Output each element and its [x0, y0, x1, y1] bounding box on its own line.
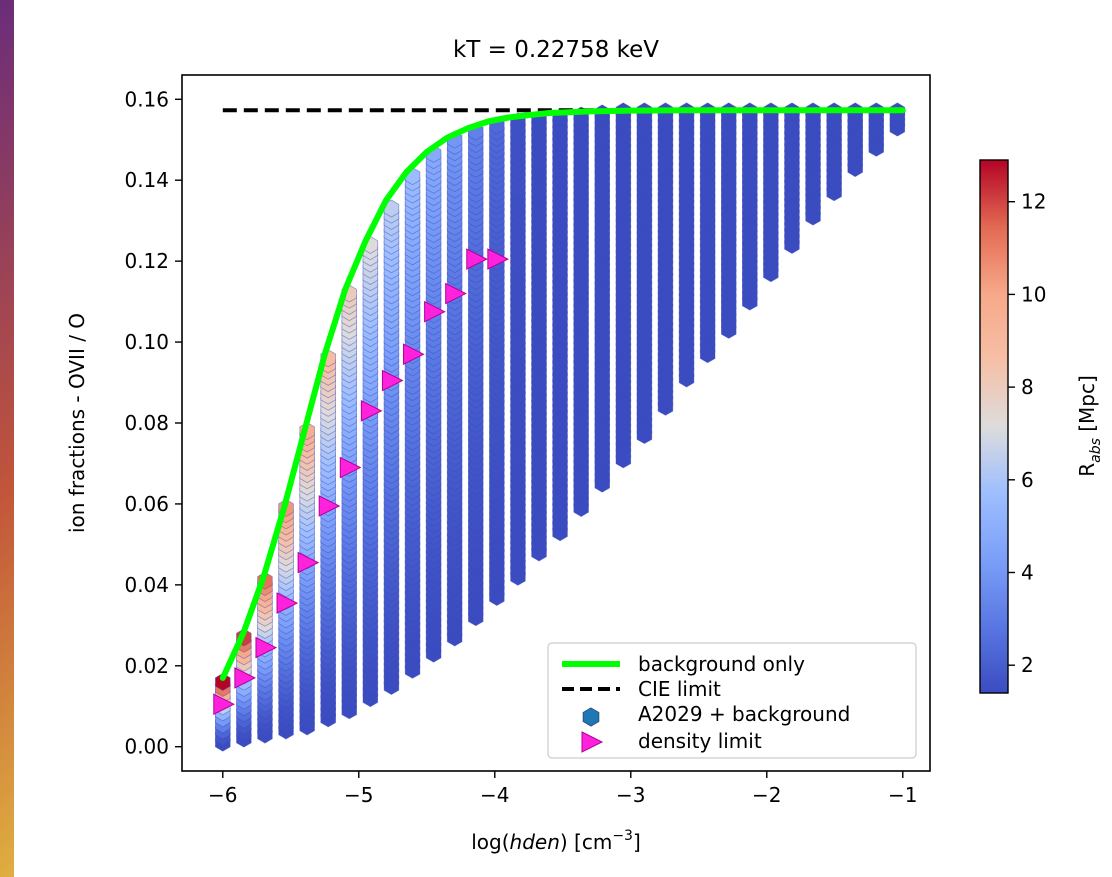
colorbar-tick-label: 10: [1021, 282, 1046, 306]
y-tick-label: 0.02: [124, 654, 169, 678]
legend-swatch-density-limit: [581, 731, 604, 753]
legend-swatch-a2029: [582, 707, 600, 727]
colorbar-gradient: [979, 159, 1009, 694]
legend-label-cie-limit: CIE limit: [638, 677, 721, 701]
x-tick-label: −5: [344, 783, 373, 807]
chart-title: kT = 0.22758 keV: [453, 37, 659, 63]
colorbar-tick-label: 8: [1021, 375, 1034, 399]
density-limit-point: [381, 369, 404, 392]
a2029-point: [214, 673, 231, 691]
legend-label-background-only: background only: [638, 652, 805, 676]
y-tick-label: 0.10: [124, 330, 169, 354]
density-limit-point: [445, 282, 467, 305]
density-limit-point: [276, 592, 299, 614]
density-limit-point: [424, 300, 446, 323]
y-axis-ticks: 0.00 0.02 0.04 0.06 0.08 0.10 0.12 0.14 0.16: [124, 87, 182, 759]
density-limit-point: [234, 667, 256, 689]
y-tick-label: 0.14: [124, 168, 169, 192]
x-tick-label: −2: [752, 783, 781, 807]
colorbar-ticks: 2 4 6 8 10 12: [1008, 190, 1046, 677]
y-tick-label: 0.00: [124, 735, 169, 759]
density-limit-point: [466, 248, 488, 270]
x-tick-label: −4: [480, 783, 509, 807]
colorbar-tick-label: 12: [1021, 190, 1046, 214]
x-axis-label: log(hden) [cm−3]: [471, 828, 641, 854]
scatter-layer: [214, 102, 906, 752]
figure-panel: kT = 0.22758 keV −6 −5 −4 −3 −2 −1 0.00 0.02 0.…: [14, 0, 1112, 877]
density-limit-point: [297, 551, 320, 574]
y-tick-label: 0.08: [124, 411, 169, 435]
x-tick-label: −1: [888, 783, 917, 807]
colorbar-label: Rabs [Mpc]: [1075, 375, 1104, 477]
legend-box: [547, 642, 917, 759]
y-axis-label: ion fractions - OVII / O: [65, 313, 89, 533]
y-tick-label: 0.04: [124, 573, 169, 597]
density-limit-point: [339, 456, 362, 479]
line-layer: [219, 107, 906, 681]
background-only-line: [219, 107, 906, 681]
legend-label-density-limit: density limit: [638, 729, 762, 753]
legend: background only CIE limit A2029 + backgr…: [547, 642, 917, 759]
y-tick-label: 0.06: [124, 492, 169, 516]
density-limit-point: [487, 248, 509, 270]
y-tick-label: 0.16: [124, 87, 169, 111]
y-tick-label: 0.12: [124, 249, 169, 273]
legend-label-a2029: A2029 + background: [638, 702, 850, 726]
x-tick-label: −3: [616, 783, 645, 807]
colorbar-tick-label: 4: [1021, 560, 1034, 584]
density-limit-point: [360, 400, 383, 422]
density-limit-point: [403, 343, 425, 366]
colorbar: 2 4 6 8 10 12 Rabs [Mpc]: [979, 159, 1104, 694]
colorbar-tick-label: 6: [1021, 468, 1034, 492]
x-axis-ticks: −6 −5 −4 −3 −2 −1: [208, 771, 918, 807]
density-limit-point: [255, 636, 278, 659]
density-limit-point: [318, 495, 341, 517]
chart: kT = 0.22758 keV −6 −5 −4 −3 −2 −1 0.000.020.…: [65, 37, 1104, 854]
density-limit-point: [213, 693, 235, 716]
colorbar-tick-label: 2: [1021, 653, 1034, 677]
x-tick-label: −6: [208, 783, 237, 807]
marker-layer: [213, 248, 509, 716]
